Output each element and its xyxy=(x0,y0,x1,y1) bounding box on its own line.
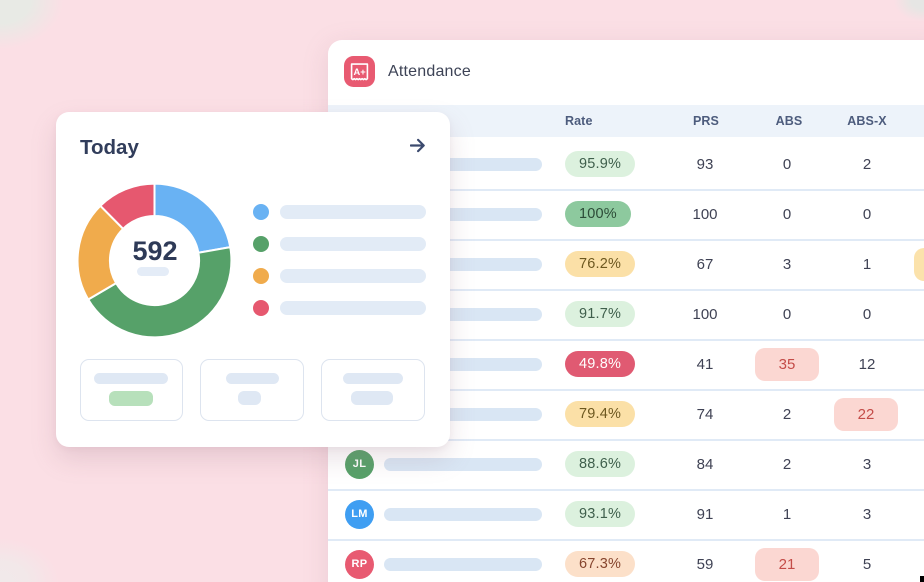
svg-text:A+: A+ xyxy=(354,67,367,77)
